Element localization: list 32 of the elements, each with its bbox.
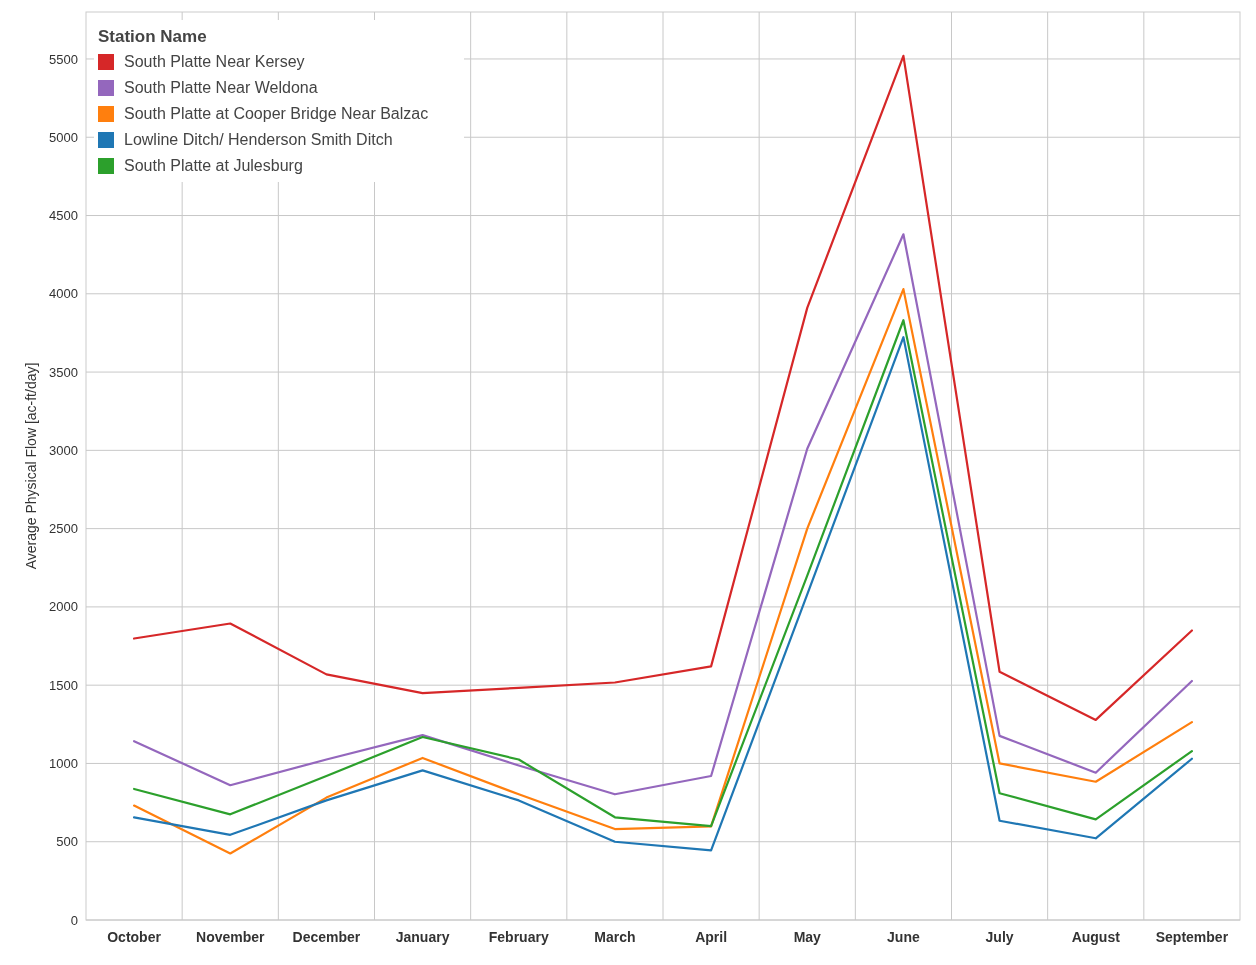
y-tick-label: 0 [70,912,78,928]
x-tick-label: September [1155,929,1229,945]
x-tick-label: July [985,929,1014,945]
x-tick-label: October [107,929,162,945]
y-axis-title: Average Physical Flow [ac-ft/day] [23,362,39,570]
x-tick-label: August [1071,929,1121,945]
legend-label: South Platte Near Kersey [124,53,305,70]
y-tick-label: 4500 [49,208,78,224]
y-tick-label: 3000 [49,442,78,458]
line-series [132,233,1194,796]
y-tick-label: 2500 [49,521,78,537]
y-tick-label: 1000 [49,756,78,771]
y-tick-label: 4000 [49,286,78,302]
y-tick-label: 5500 [49,51,78,67]
y-tick-label: 1500 [49,677,78,693]
legend-label: Lowline Ditch/ Henderson Smith Ditch [124,131,393,148]
y-tick-label: 2000 [49,599,78,615]
legend-label: South Platte at Cooper Bridge Near Balzac [124,105,429,122]
legend-label: South Platte at Julesburg [124,157,303,174]
x-tick-label: January [395,929,450,945]
x-tick-label: March [594,929,636,945]
y-tick-label: 3500 [49,364,78,380]
legend-title: Station Name [98,27,207,46]
x-tick-label: June [887,929,920,945]
x-tick-label: December [292,929,361,945]
x-tick-label: April [695,929,728,945]
x-tick-label: February [488,929,549,945]
y-tick-label: 5000 [49,129,78,145]
y-tick-label: 500 [56,834,78,850]
x-tick-label: November [196,929,266,945]
legend-label: South Platte Near Weldona [124,79,318,96]
x-tick-label: May [793,929,822,945]
